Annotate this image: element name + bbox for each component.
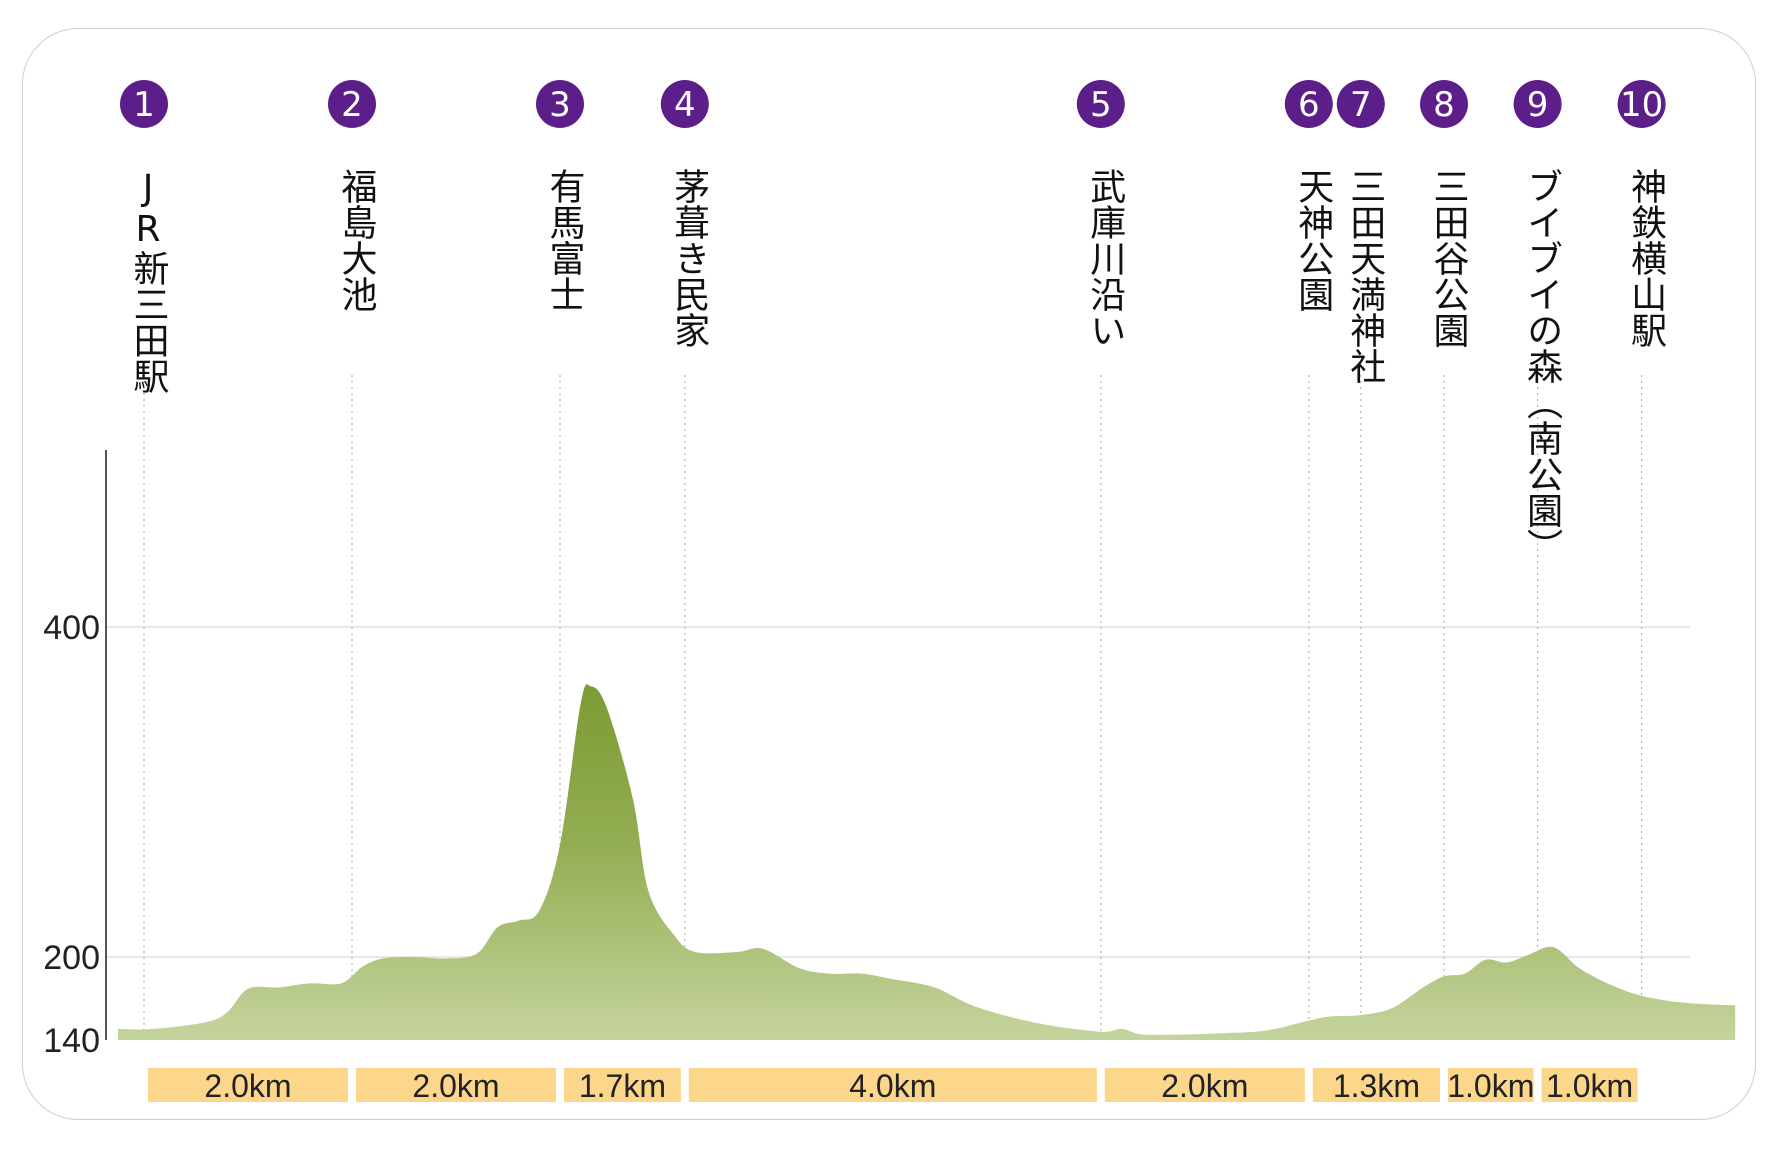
- stop-name: 三田天満神社: [1344, 168, 1386, 384]
- stop-name: 茅葺き民家: [668, 168, 709, 348]
- elevation-area: [118, 684, 1736, 1040]
- stop-number: 10: [1620, 85, 1663, 125]
- stop-number: 1: [133, 85, 155, 125]
- stop-name: 福島大池: [336, 168, 378, 312]
- distance-label: 2.0km: [204, 1068, 291, 1104]
- stop-marker: [1076, 80, 1125, 128]
- distance-label: 2.0km: [1161, 1068, 1248, 1104]
- stop-marker: [1336, 80, 1385, 128]
- stop-number: 2: [341, 85, 363, 125]
- distance-label: 1.0km: [1447, 1068, 1534, 1104]
- stop-name: 三田谷公園: [1428, 168, 1469, 348]
- distance-band: [564, 1068, 681, 1102]
- distance-band: [1448, 1068, 1534, 1102]
- stop-name: ブイブイの森（南公園）: [1521, 168, 1563, 564]
- distance-band: [356, 1068, 556, 1102]
- distance-label: 2.0km: [412, 1068, 499, 1104]
- stop-number: 5: [1090, 85, 1112, 125]
- stop-marker: [120, 80, 168, 128]
- distance-band: [1104, 1068, 1305, 1102]
- chart-card: [22, 28, 1756, 1120]
- stop-marker: [660, 80, 709, 128]
- distance-label: 4.0km: [849, 1068, 936, 1104]
- stop-name: 武庫川沿い: [1084, 168, 1125, 348]
- stop-marker: [1420, 80, 1468, 128]
- stop-number: 4: [674, 85, 696, 125]
- stop-number: 7: [1350, 85, 1372, 125]
- stop-marker: [328, 80, 376, 128]
- y-tick-label: 200: [43, 939, 100, 977]
- stop-marker: [536, 80, 584, 128]
- stop-number: 8: [1433, 85, 1455, 125]
- stop-marker: [1284, 80, 1333, 128]
- stop-marker: [1617, 80, 1666, 128]
- distance-band: [1541, 1068, 1638, 1102]
- stop-marker: [1513, 80, 1562, 128]
- stop-number: 6: [1298, 85, 1320, 125]
- y-tick-label: 140: [43, 1022, 100, 1060]
- distance-label: 1.3km: [1333, 1068, 1420, 1104]
- stop-name: 神鉄横山駅: [1625, 168, 1667, 348]
- stop-number: 3: [549, 85, 571, 125]
- distance-label: 1.7km: [579, 1068, 666, 1104]
- stop-name: 天神公園: [1292, 168, 1333, 312]
- stop-name: 有馬富士: [544, 168, 585, 312]
- stop-number: 9: [1527, 85, 1549, 125]
- distance-band: [1312, 1068, 1440, 1102]
- stop-name: JR新三田駅: [128, 168, 169, 394]
- distance-band: [688, 1068, 1097, 1102]
- y-tick-label: 400: [43, 609, 100, 647]
- distance-label: 1.0km: [1546, 1068, 1633, 1104]
- distance-band: [148, 1068, 348, 1102]
